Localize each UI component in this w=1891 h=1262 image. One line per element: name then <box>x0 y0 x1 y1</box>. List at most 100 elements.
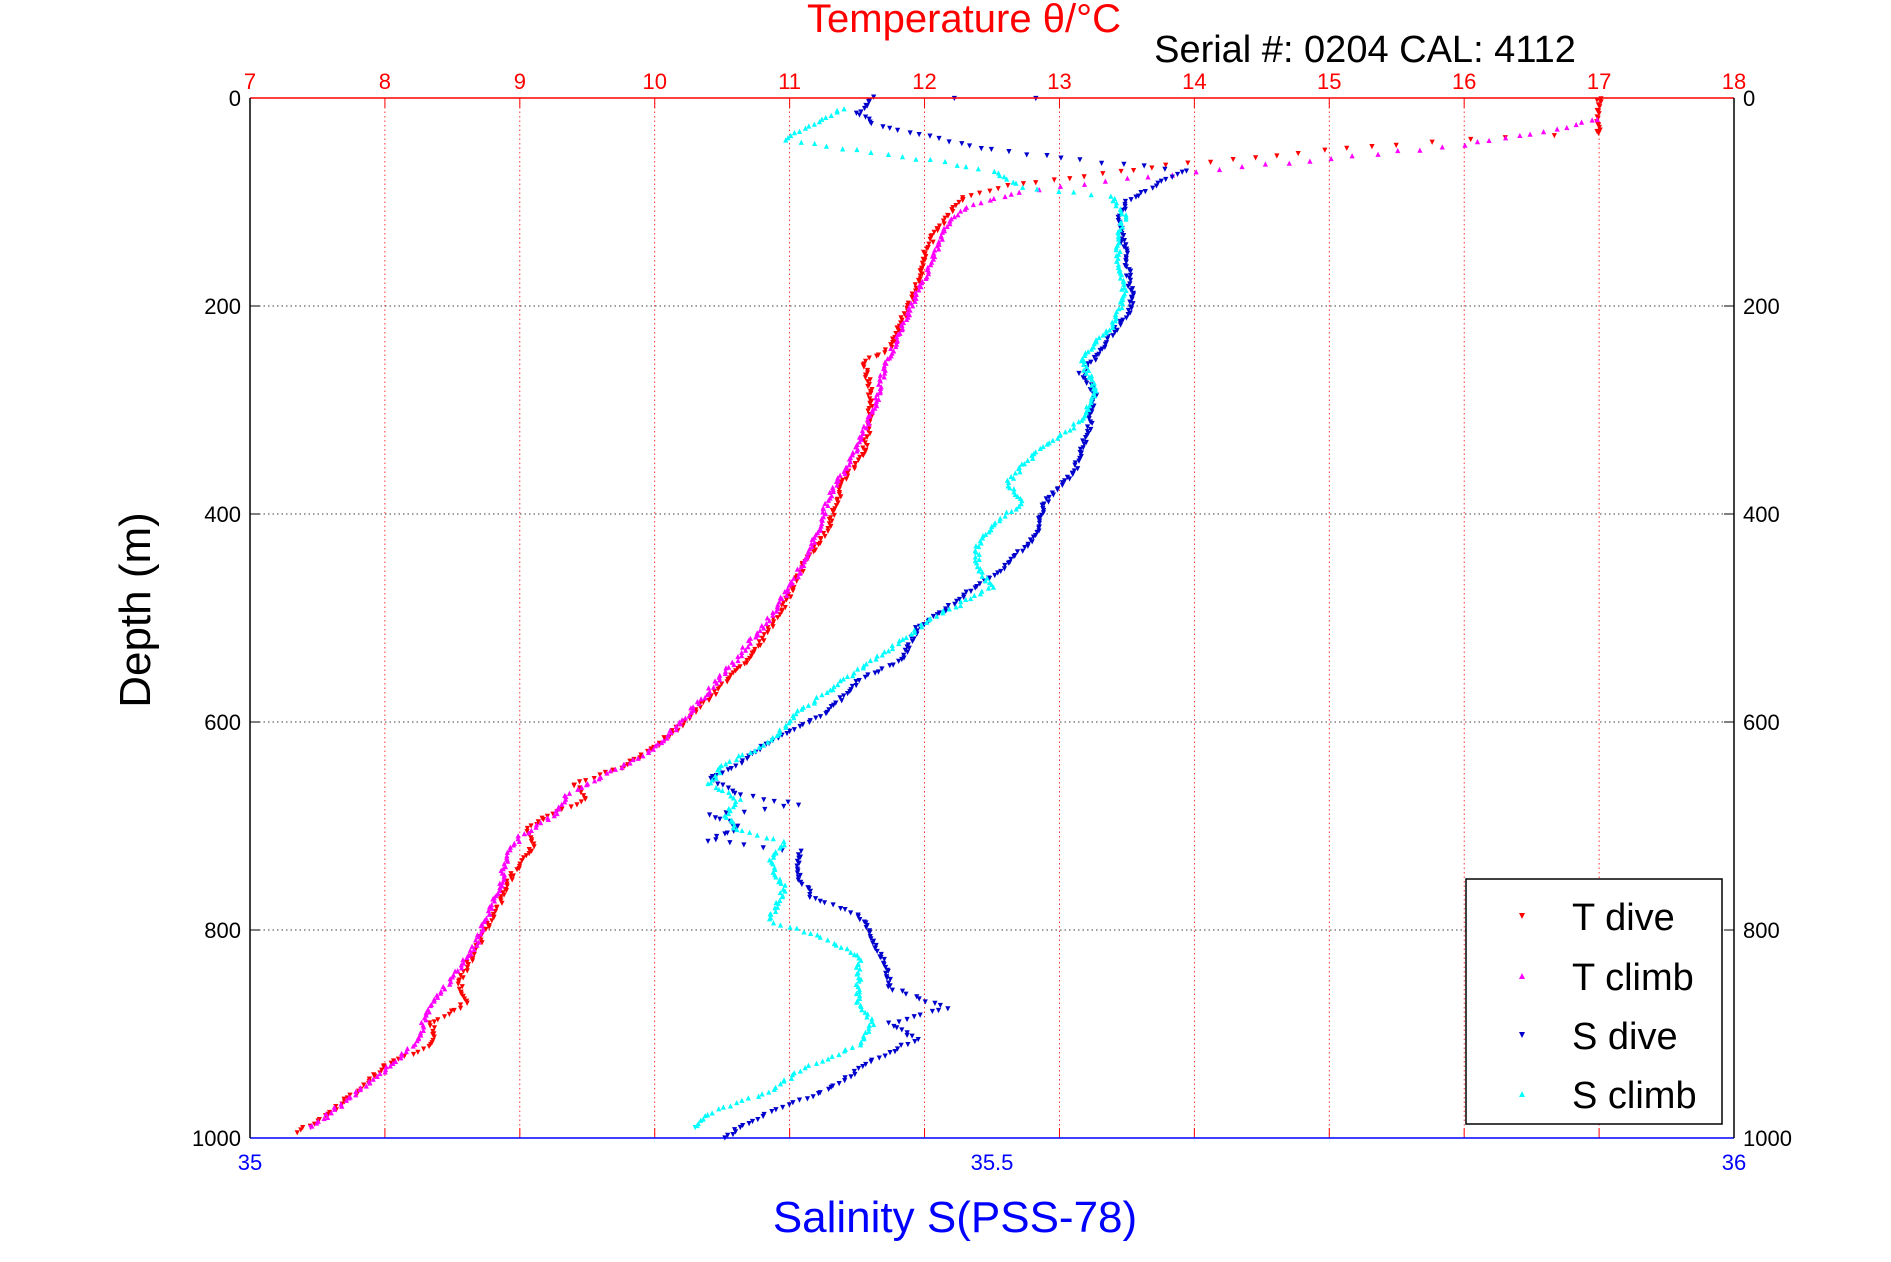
data-point <box>882 347 888 353</box>
data-point <box>835 500 841 506</box>
data-point <box>734 1099 740 1106</box>
data-point <box>1102 341 1108 347</box>
data-point <box>824 689 830 695</box>
salinity-tick-label: 35.5 <box>971 1150 1014 1175</box>
data-point <box>968 193 974 199</box>
data-point <box>1025 457 1031 463</box>
data-point <box>1149 165 1155 171</box>
data-point <box>582 796 588 802</box>
data-point <box>846 462 852 468</box>
data-point <box>789 1072 796 1078</box>
data-point <box>1142 189 1148 195</box>
data-point <box>796 860 802 866</box>
data-point <box>773 1107 779 1113</box>
data-point <box>760 1113 766 1120</box>
data-point <box>739 827 745 834</box>
data-point <box>777 889 783 896</box>
data-point <box>1039 502 1045 508</box>
data-point <box>580 793 587 799</box>
data-point <box>1034 529 1040 536</box>
data-point <box>963 164 969 170</box>
data-point <box>1128 197 1134 203</box>
data-point <box>976 543 982 550</box>
data-point <box>1113 203 1119 209</box>
data-point <box>770 861 776 867</box>
data-point <box>1090 386 1097 392</box>
data-point <box>1554 126 1560 132</box>
depth-tick-label-left: 800 <box>204 918 241 943</box>
data-point <box>1076 370 1082 377</box>
data-point <box>989 523 995 530</box>
data-point <box>923 619 930 625</box>
data-point <box>857 454 863 460</box>
data-point <box>777 845 783 851</box>
data-point <box>551 813 557 819</box>
data-point <box>621 761 627 767</box>
data-point <box>860 665 866 671</box>
data-point <box>507 847 513 853</box>
data-point <box>744 756 750 762</box>
data-point <box>837 905 844 912</box>
data-point <box>830 488 836 495</box>
data-point <box>749 650 755 656</box>
data-point <box>1578 119 1585 125</box>
data-point <box>733 798 739 805</box>
data-point <box>1085 367 1092 374</box>
data-point <box>781 803 787 810</box>
data-point <box>1077 455 1083 462</box>
data-point <box>1012 491 1018 498</box>
data-point <box>834 109 840 115</box>
series-t-dive <box>294 96 1604 1136</box>
data-point <box>916 131 922 138</box>
data-point <box>1054 487 1061 493</box>
data-point <box>725 1132 731 1138</box>
data-point <box>896 658 902 664</box>
data-point <box>435 1017 441 1023</box>
data-point <box>1099 160 1105 166</box>
data-point <box>664 735 670 741</box>
data-point <box>1328 155 1334 162</box>
data-point <box>374 1073 380 1080</box>
data-point <box>1597 104 1603 110</box>
data-point <box>1024 152 1030 158</box>
data-point <box>1085 361 1091 367</box>
data-point <box>934 613 940 619</box>
data-point <box>473 937 479 943</box>
data-point <box>782 605 788 611</box>
data-point <box>574 802 580 808</box>
data-point <box>936 239 942 245</box>
data-point <box>1121 237 1127 244</box>
data-point <box>762 806 768 813</box>
data-point <box>713 784 719 791</box>
data-point <box>778 880 784 886</box>
data-point <box>862 1029 869 1035</box>
data-point <box>794 925 800 931</box>
data-point <box>909 638 916 645</box>
data-point <box>992 572 998 579</box>
data-point <box>1020 184 1026 190</box>
data-point <box>346 1095 352 1101</box>
data-point <box>858 1042 864 1048</box>
data-point <box>650 746 656 752</box>
data-point <box>858 109 864 115</box>
data-point <box>785 135 791 141</box>
data-point <box>756 639 762 645</box>
data-point <box>813 715 819 721</box>
axes-layer <box>249 97 1735 1139</box>
data-point <box>893 333 900 340</box>
data-point <box>829 518 835 524</box>
data-point <box>867 657 873 664</box>
data-point <box>491 914 497 920</box>
data-point <box>1123 216 1129 222</box>
data-point <box>848 910 854 916</box>
data-point <box>1077 446 1084 452</box>
data-point <box>926 617 932 623</box>
data-point <box>796 855 802 861</box>
temperature-tick-label: 15 <box>1317 69 1341 94</box>
data-point <box>711 689 718 695</box>
data-point <box>886 1020 892 1026</box>
legend-label: S climb <box>1572 1075 1697 1117</box>
data-point <box>418 1032 424 1038</box>
data-point <box>1124 250 1131 256</box>
data-point <box>754 832 760 838</box>
